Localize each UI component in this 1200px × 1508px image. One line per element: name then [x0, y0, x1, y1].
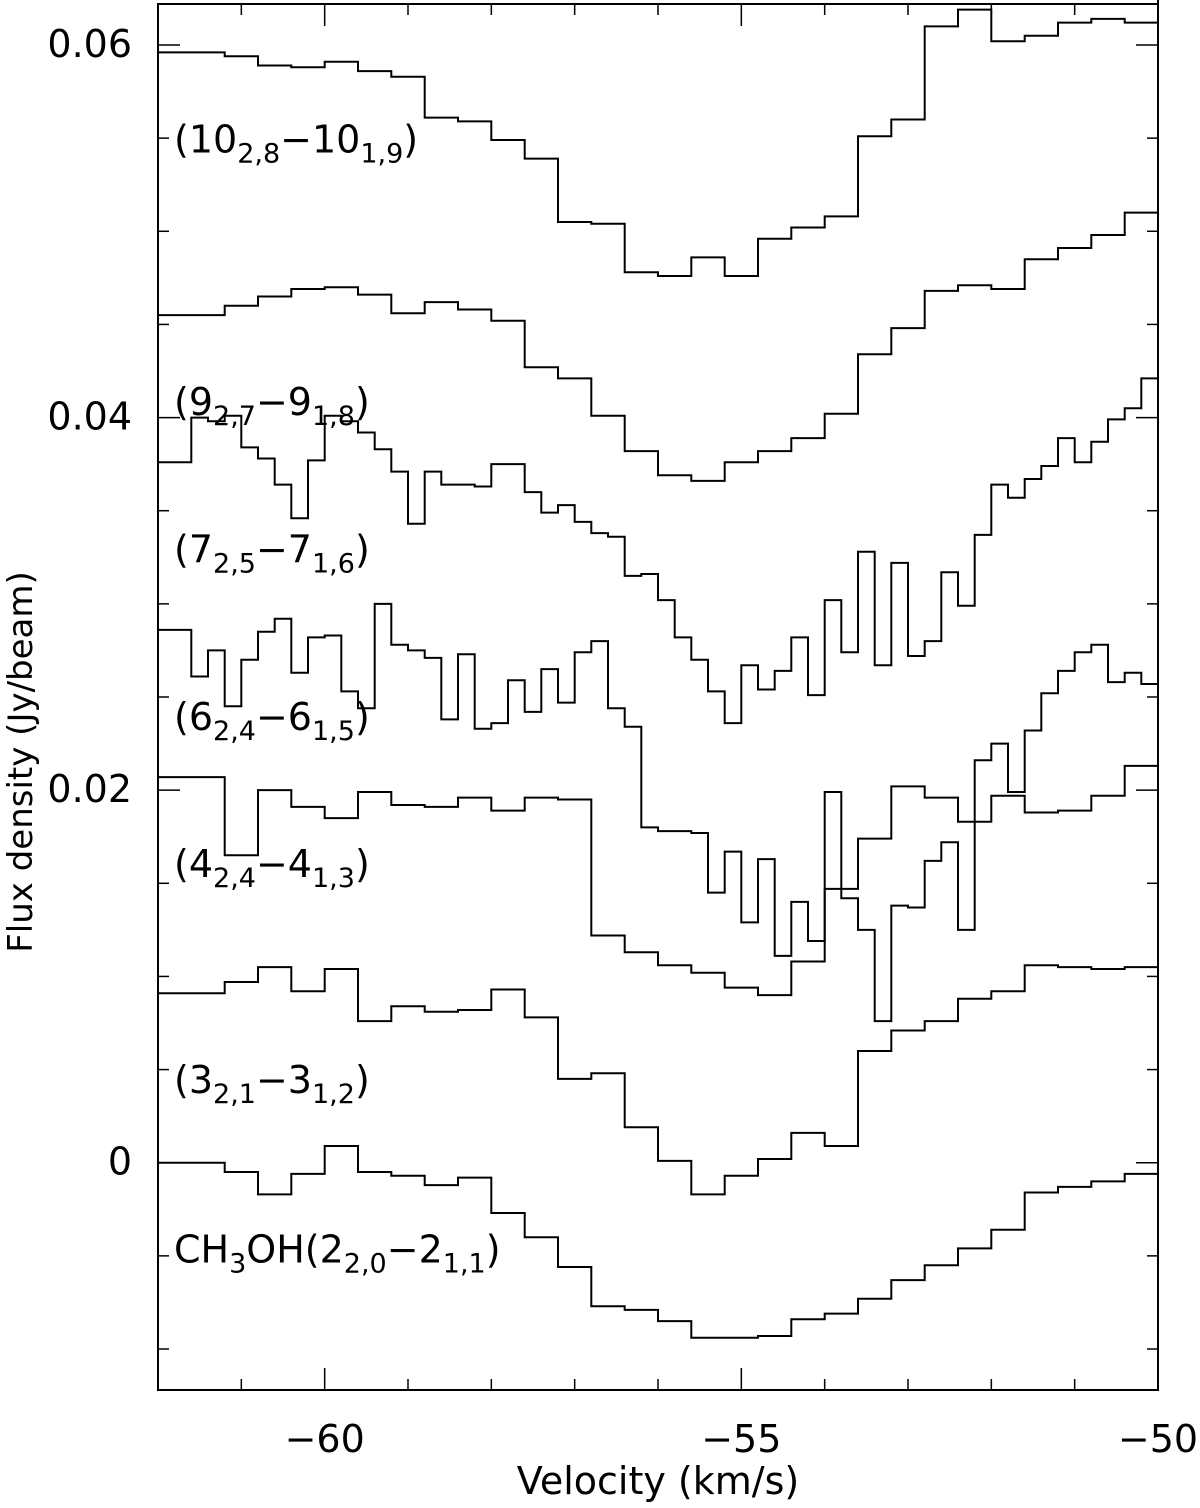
series-line: [158, 1138, 1159, 1339]
series-label: (32,1−31,2): [174, 1058, 370, 1110]
y-tick-label: 0.02: [47, 767, 132, 811]
series-line: [158, 0, 1159, 277]
x-axis-label: Velocity (km/s): [517, 1459, 799, 1503]
series-label: (42,4−41,3): [174, 842, 370, 894]
series-line: [158, 764, 1159, 997]
series-line: [158, 359, 1159, 725]
series-label: (102,8−101,9): [174, 117, 418, 169]
spectra-series: [158, 0, 1159, 1339]
x-tick-label: −60: [285, 1417, 365, 1461]
y-tick-label: 0.04: [47, 395, 132, 439]
series-line: [158, 211, 1159, 482]
series-labels: CH3OH(22,0−21,1) (32,1−31,2) (42,4−41,3) (6…: [174, 117, 501, 1279]
y-axis-label: Flux density (Jy/beam): [1, 571, 41, 953]
series-label: (92,7−91,8): [174, 380, 370, 432]
series-label: (62,4−61,5): [174, 695, 370, 747]
series-line: [158, 583, 1159, 1023]
y-tick-label: 0: [108, 1140, 132, 1184]
series-label: CH3OH(22,0−21,1): [174, 1228, 501, 1280]
y-tick-label: 0.06: [47, 22, 132, 66]
series-label: (72,5−71,6): [174, 527, 370, 579]
axis-tick-labels: −60 −55 −50 0 0.02 0.04 0.06: [47, 22, 1198, 1461]
x-tick-label: −55: [701, 1417, 781, 1461]
series-line: [158, 926, 1159, 1196]
x-tick-label: −50: [1118, 1417, 1198, 1461]
